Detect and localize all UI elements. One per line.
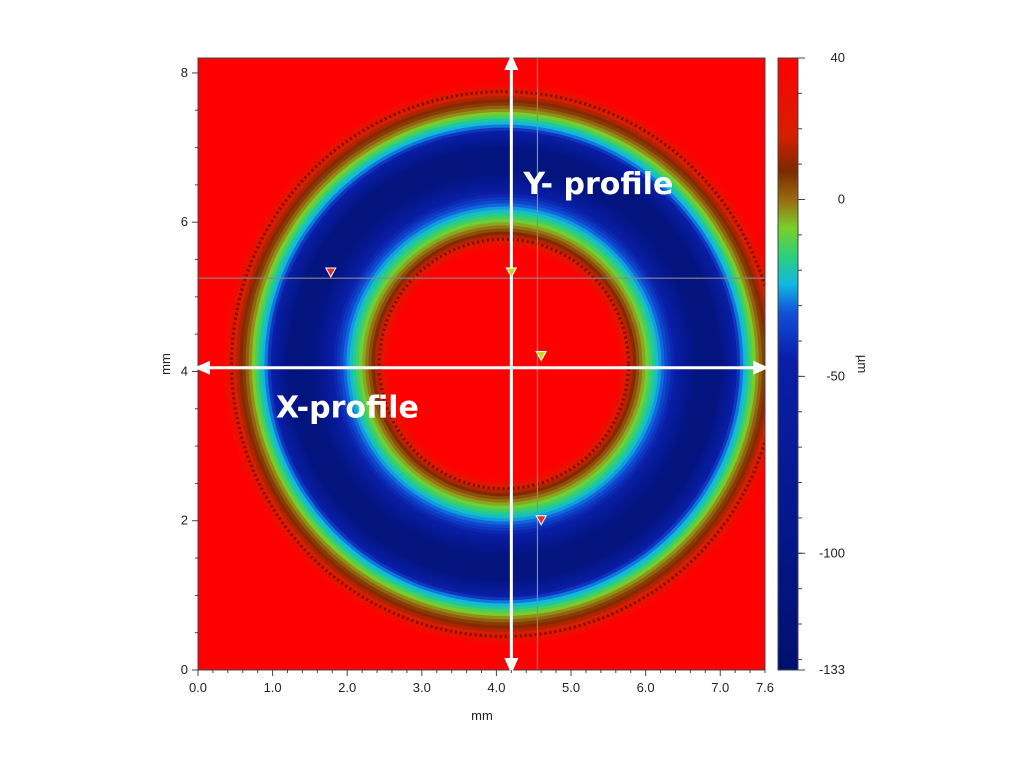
colorbar-tick-label: -100 [819, 545, 845, 560]
heatmap-plot-area [198, 58, 765, 670]
x-tick-label: 3.0 [413, 680, 431, 695]
colorbar-tick-label: -50 [826, 368, 845, 383]
y-profile-arrow-top [504, 54, 519, 70]
colorbar-tick-label: -133 [819, 662, 845, 677]
x-profile-label: X-profile [276, 391, 419, 426]
y-axis-title: mm [158, 353, 173, 375]
ring-edge-texture [377, 237, 630, 491]
x-tick-label: 2.0 [338, 680, 356, 695]
cursor-marker [505, 267, 518, 278]
colorbar-tick-label: 40 [831, 50, 845, 65]
y-tick-label: 4 [181, 363, 188, 378]
x-tick-label: 7.6 [756, 680, 774, 695]
x-tick-label: 5.0 [562, 680, 580, 695]
y-tick-label: 2 [181, 513, 188, 528]
cursor-marker [324, 267, 337, 278]
x-profile-arrow-left [194, 360, 210, 375]
x-axis-title: mm [471, 708, 493, 723]
colorbar [777, 57, 799, 671]
wear-ring [220, 80, 765, 648]
cursor-marker [535, 351, 548, 362]
x-tick-label: 6.0 [637, 680, 655, 695]
cursor-marker [535, 515, 548, 526]
x-tick-label: 1.0 [264, 680, 282, 695]
colorbar-ticks: 40 0 -50 -100 -133 [798, 50, 845, 677]
x-tick-label: 4.0 [487, 680, 505, 695]
ring-band [500, 360, 508, 368]
y-profile-arrow-bottom [504, 658, 519, 674]
x-tick-label: 7.0 [711, 680, 729, 695]
x-profile-arrow-right [753, 360, 769, 375]
crosshair [198, 58, 765, 670]
cursor-markers [324, 267, 548, 526]
colorbar-tick-label: 0 [838, 192, 845, 207]
y-tick-label: 8 [181, 65, 188, 80]
y-tick-label: 0 [181, 662, 188, 677]
ring-edge-texture [230, 90, 765, 638]
profile-overlays: X-profile Y- profile [194, 54, 769, 674]
x-tick-label: 0.0 [189, 680, 207, 695]
y-tick-label: 6 [181, 214, 188, 229]
x-axis: 0.0 1.0 2.0 3.0 4.0 5.0 6.0 7.0 7.6 [189, 670, 774, 695]
y-profile-label: Y- profile [522, 167, 673, 202]
colorbar-title: µm [855, 355, 870, 373]
y-axis: 0 2 4 6 8 [181, 65, 198, 677]
